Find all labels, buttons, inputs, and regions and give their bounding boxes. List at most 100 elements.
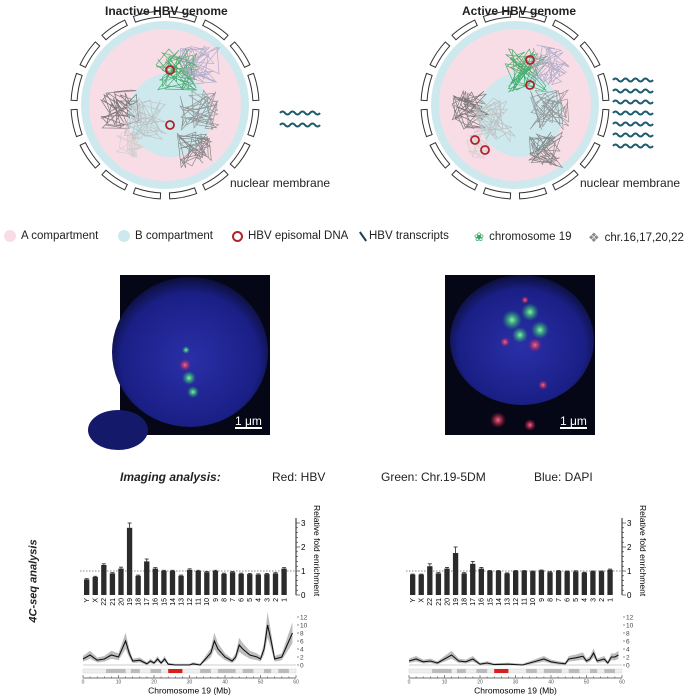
hbv-transcript-icon: [612, 99, 654, 105]
hbv-transcript-icon: [612, 88, 654, 94]
viewpoint-marker: [168, 669, 183, 673]
x-tick-label: 60: [619, 680, 625, 686]
legend: A compartment B compartment HBV episomal…: [0, 228, 700, 248]
bar: [161, 571, 167, 595]
y-tick-label: 2: [627, 543, 632, 552]
bar: [247, 574, 253, 595]
legend-item: HBV transcripts: [359, 230, 449, 242]
x-tick-label: 30: [187, 680, 193, 686]
bar: [204, 572, 210, 595]
x-tick-label: 18: [136, 598, 143, 606]
bar: [101, 565, 107, 595]
pink-dot-icon: [4, 230, 16, 242]
x-tick-label: 1: [281, 598, 288, 602]
y-tick-label: 4: [300, 646, 304, 653]
x-tick-label: 10: [116, 680, 122, 686]
x-tick-label: 12: [187, 598, 194, 606]
x-tick-label: 15: [487, 598, 494, 606]
bar: [538, 570, 545, 595]
bar: [195, 571, 201, 595]
x-tick-label: X: [93, 598, 100, 603]
legend-item: ❖ chr.16,17,20,22: [588, 230, 684, 246]
bar: [478, 568, 484, 595]
hbv-transcript-icon: [612, 143, 654, 149]
bar: [169, 571, 176, 595]
bar: [495, 571, 502, 595]
bar: [444, 568, 450, 595]
microscopy-active: [445, 275, 595, 435]
green-chromatin-icon: ❀: [474, 230, 485, 244]
legend-item: A compartment: [4, 230, 98, 242]
x-tick-label: 22: [101, 598, 108, 606]
y-tick-label: 4: [626, 646, 630, 653]
hbv-episome-icon: [480, 145, 490, 155]
bar: [118, 568, 124, 595]
hbv-episome-icon: [525, 55, 535, 65]
y-tick-label: 2: [626, 654, 630, 661]
bar: [152, 568, 158, 595]
x-tick-label: 10: [204, 598, 211, 606]
imaging-red: Red: HBV: [272, 470, 326, 484]
signal-line: [82, 624, 293, 666]
x-tick-label: 2: [273, 598, 280, 602]
x-tick-label: 16: [479, 598, 486, 606]
hbv-transcript-icon: [279, 110, 321, 116]
x-tick-label: 2: [599, 598, 606, 602]
bar: [435, 573, 442, 595]
x-tick-label: 9: [213, 598, 220, 602]
hbv-episome-icon: [165, 65, 175, 75]
bar: [530, 571, 536, 595]
x-tick-label: 14: [170, 598, 177, 606]
legend-label: A compartment: [21, 230, 99, 242]
x-tick-label: 7: [556, 598, 563, 602]
y-tick-label: 2: [301, 543, 306, 552]
x-axis-label: Chromosome 19 (Mb): [148, 686, 231, 696]
x-tick-label: 16: [153, 598, 160, 606]
x-tick-label: 3: [264, 598, 271, 602]
bar: [418, 574, 424, 595]
scale-bar-label: 1 μm: [235, 414, 262, 428]
imaging-blue: Blue: DAPI: [534, 470, 593, 484]
bar: [513, 571, 519, 595]
side-label: 4C-seq analysis: [27, 539, 40, 623]
bar: [521, 571, 527, 595]
inactive-title: Inactive HBV genome: [105, 4, 228, 18]
cyan-dot-icon: [118, 230, 130, 242]
bar: [272, 573, 279, 595]
viewpoint-marker: [494, 669, 509, 673]
x-tick-label: 50: [584, 680, 590, 686]
membrane-label: nuclear membrane: [580, 176, 681, 190]
y-tick-label: 0: [301, 591, 306, 600]
bar: [255, 574, 261, 595]
scale-bar-label: 1 μm: [560, 414, 587, 428]
x-tick-label: 7: [230, 598, 237, 602]
chromosome-ideogram: [82, 668, 297, 674]
y-tick-label: 0: [300, 662, 304, 669]
bar: [144, 561, 150, 595]
x-tick-label: 0: [82, 680, 85, 686]
y-tick-label: 6: [626, 638, 630, 645]
bar: [221, 573, 227, 595]
x-tick-label: Y: [410, 598, 417, 603]
x-tick-label: 14: [496, 598, 503, 606]
legend-item: ❀ chromosome 19: [474, 230, 572, 244]
x-tick-label: 1: [607, 598, 614, 602]
x-tick-label: 12: [513, 598, 520, 606]
confidence-band: [409, 648, 619, 665]
bar-chart-active: Y X 22 21 20 19 18 17 16 15 14 13 12 11 10 9 8 7 6 5 4 3 2 1 012…: [406, 505, 648, 606]
legend-label: B compartment: [135, 230, 213, 242]
x-tick-label: 21: [110, 598, 117, 606]
bar: [555, 571, 562, 595]
legend-label: HBV transcripts: [369, 230, 449, 242]
bar: [573, 571, 579, 595]
hbv-transcript-icon: [612, 110, 654, 116]
x-tick-label: 11: [196, 598, 203, 605]
x-tick-label: 10: [530, 598, 537, 606]
active-title: Active HBV genome: [462, 4, 577, 18]
x-tick-label: 6: [565, 598, 572, 602]
hbv-transcript-icon: [279, 122, 321, 128]
x-tick-label: 20: [151, 680, 157, 686]
bar: [427, 566, 433, 595]
x-tick-label: 20: [118, 598, 125, 606]
